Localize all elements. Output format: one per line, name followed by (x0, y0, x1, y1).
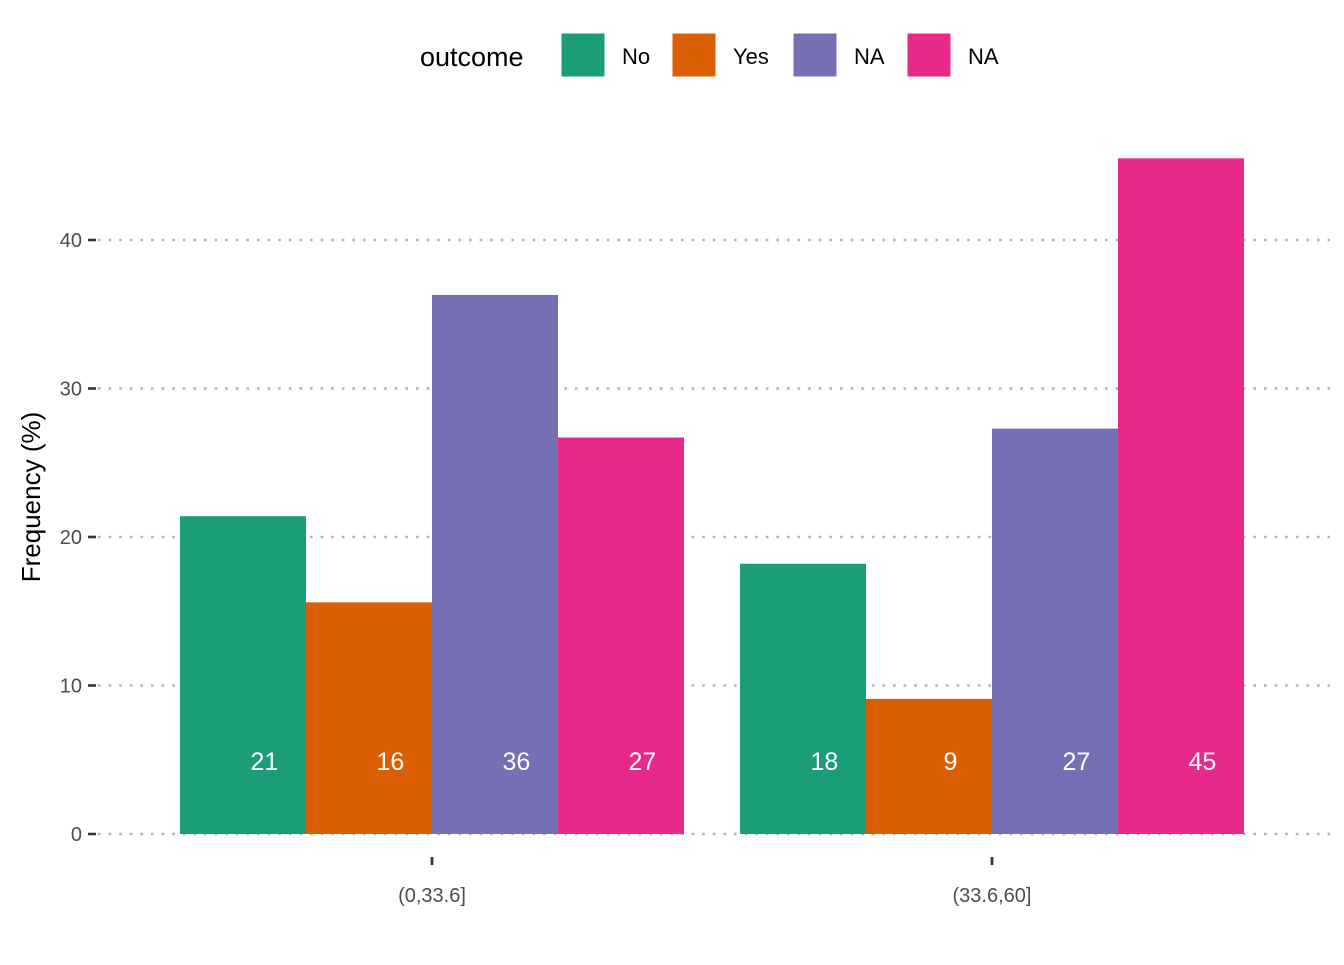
x-tick-label: (0,33.6] (398, 885, 466, 907)
bar-value-label: 21 (251, 748, 279, 776)
y-tick-label: 20 (60, 527, 82, 549)
y-axis-title: Frequency (%) (16, 412, 46, 583)
bar (558, 437, 684, 834)
legend-key (671, 32, 717, 78)
legend-key (560, 32, 606, 78)
bar-value-label: 45 (1189, 748, 1217, 776)
bar (1118, 158, 1244, 834)
legend-label: No (622, 44, 650, 69)
legend-title: outcome (420, 42, 524, 72)
y-tick-label: 40 (60, 230, 82, 252)
bar-layer (180, 158, 1244, 834)
bar (180, 516, 306, 834)
bar-value-label: 9 (943, 748, 957, 776)
bar-value-label: 27 (1063, 748, 1091, 776)
legend-label: NA (854, 44, 885, 69)
bar (866, 698, 992, 834)
legend-label: NA (968, 44, 999, 69)
bar-value-label: 16 (377, 748, 405, 776)
legend-key (792, 32, 838, 78)
y-tick-label: 10 (60, 676, 82, 698)
legend-key (906, 32, 952, 78)
y-tick-label: 0 (71, 824, 82, 846)
grid-layer (98, 238, 1330, 836)
bar (306, 602, 432, 834)
y-tick-label: 30 (60, 379, 82, 401)
legend: outcome No Yes NA NA (420, 32, 999, 78)
legend-label: Yes (733, 44, 769, 69)
bar-value-label: 36 (503, 748, 531, 776)
x-tick-label: (33.6,60] (953, 885, 1032, 907)
bar-value-label: 18 (811, 748, 839, 776)
axis-layer: 0 10 20 30 40 (0,33.6] (33.6,60] (60, 230, 1032, 907)
bar (432, 294, 558, 834)
bar-value-label: 27 (629, 748, 657, 776)
bar-label-layer: 21 16 36 27 18 9 27 45 (251, 748, 1217, 776)
bar (740, 563, 866, 834)
bar (992, 428, 1118, 834)
